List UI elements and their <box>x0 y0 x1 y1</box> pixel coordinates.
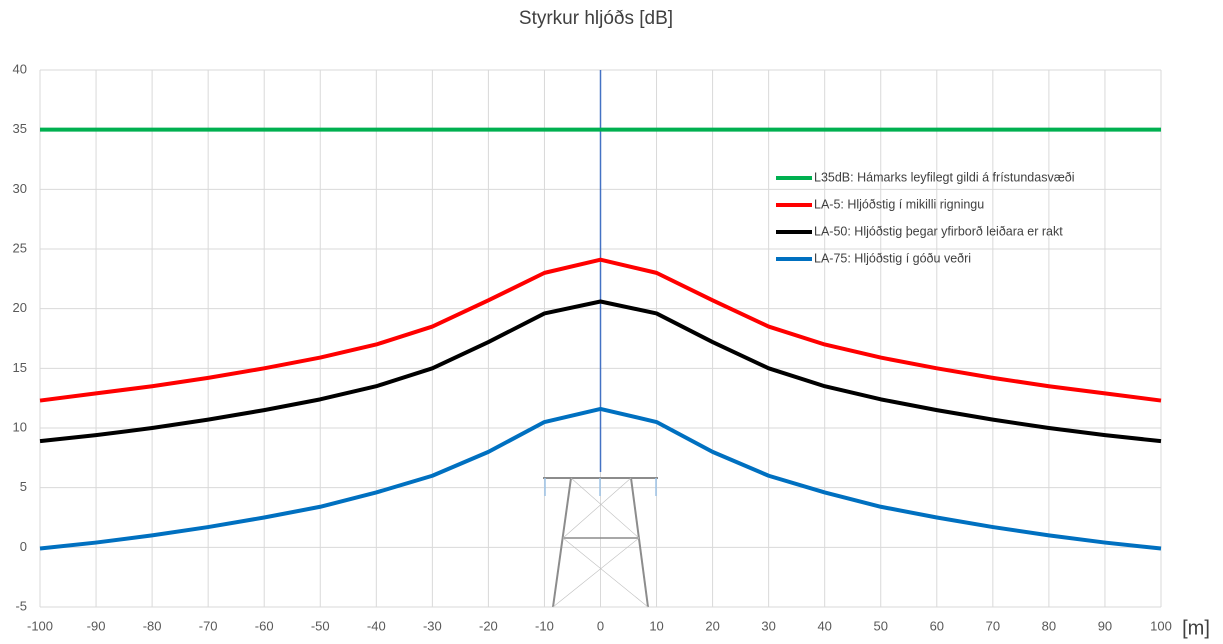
legend: L35dB: Hámarks leyfilegt gildi á frístun… <box>776 170 1075 265</box>
x-tick-label: -60 <box>255 618 274 633</box>
x-tick-label: 90 <box>1098 618 1112 633</box>
legend-label: LA-75: Hljóðstig í góðu veðri <box>814 251 971 265</box>
x-tick-label: 0 <box>597 618 604 633</box>
x-tick-label: -90 <box>87 618 106 633</box>
x-tick-label: 10 <box>649 618 663 633</box>
y-tick-label: 35 <box>13 121 27 136</box>
legend-label: LA-5: Hljóðstig í mikilli rigningu <box>814 197 984 211</box>
legend-label: L35dB: Hámarks leyfilegt gildi á frístun… <box>814 170 1075 184</box>
x-tick-label: -20 <box>479 618 498 633</box>
x-axis-label: [m] <box>1182 617 1210 639</box>
legend-label: LA-50: Hljóðstig þegar yfirborð leiðara … <box>814 224 1063 238</box>
x-tick-label: 80 <box>1042 618 1056 633</box>
x-tick-label: 20 <box>705 618 719 633</box>
y-tick-label: 10 <box>13 419 27 434</box>
x-tick-label: 30 <box>761 618 775 633</box>
x-tick-label: 70 <box>986 618 1000 633</box>
y-tick-label: 20 <box>13 300 27 315</box>
y-tick-label: 15 <box>13 360 27 375</box>
x-tick-label: -70 <box>199 618 218 633</box>
x-tick-label: -10 <box>535 618 554 633</box>
x-tick-label: -30 <box>423 618 442 633</box>
x-tick-label: -80 <box>143 618 162 633</box>
x-tick-label: 40 <box>817 618 831 633</box>
y-tick-label: -5 <box>15 598 27 613</box>
y-tick-label: 30 <box>13 181 27 196</box>
y-tick-label: 40 <box>13 61 27 76</box>
x-tick-label: -100 <box>27 618 53 633</box>
y-tick-label: 5 <box>20 479 27 494</box>
x-tick-label: -50 <box>311 618 330 633</box>
insulators <box>545 478 656 496</box>
y-tick-label: 0 <box>20 539 27 554</box>
chart: Styrkur hljóðs [dB] [m] L35dB: Hámarks l… <box>0 0 1223 644</box>
chart-title: Styrkur hljóðs [dB] <box>519 8 673 29</box>
x-tick-label: 100 <box>1150 618 1172 633</box>
x-tick-label: 60 <box>930 618 944 633</box>
y-tick-label: 25 <box>13 240 27 255</box>
x-tick-label: 50 <box>874 618 888 633</box>
page: {"chart_data": {"type": "line", "title":… <box>0 0 1223 644</box>
x-tick-label: -40 <box>367 618 386 633</box>
